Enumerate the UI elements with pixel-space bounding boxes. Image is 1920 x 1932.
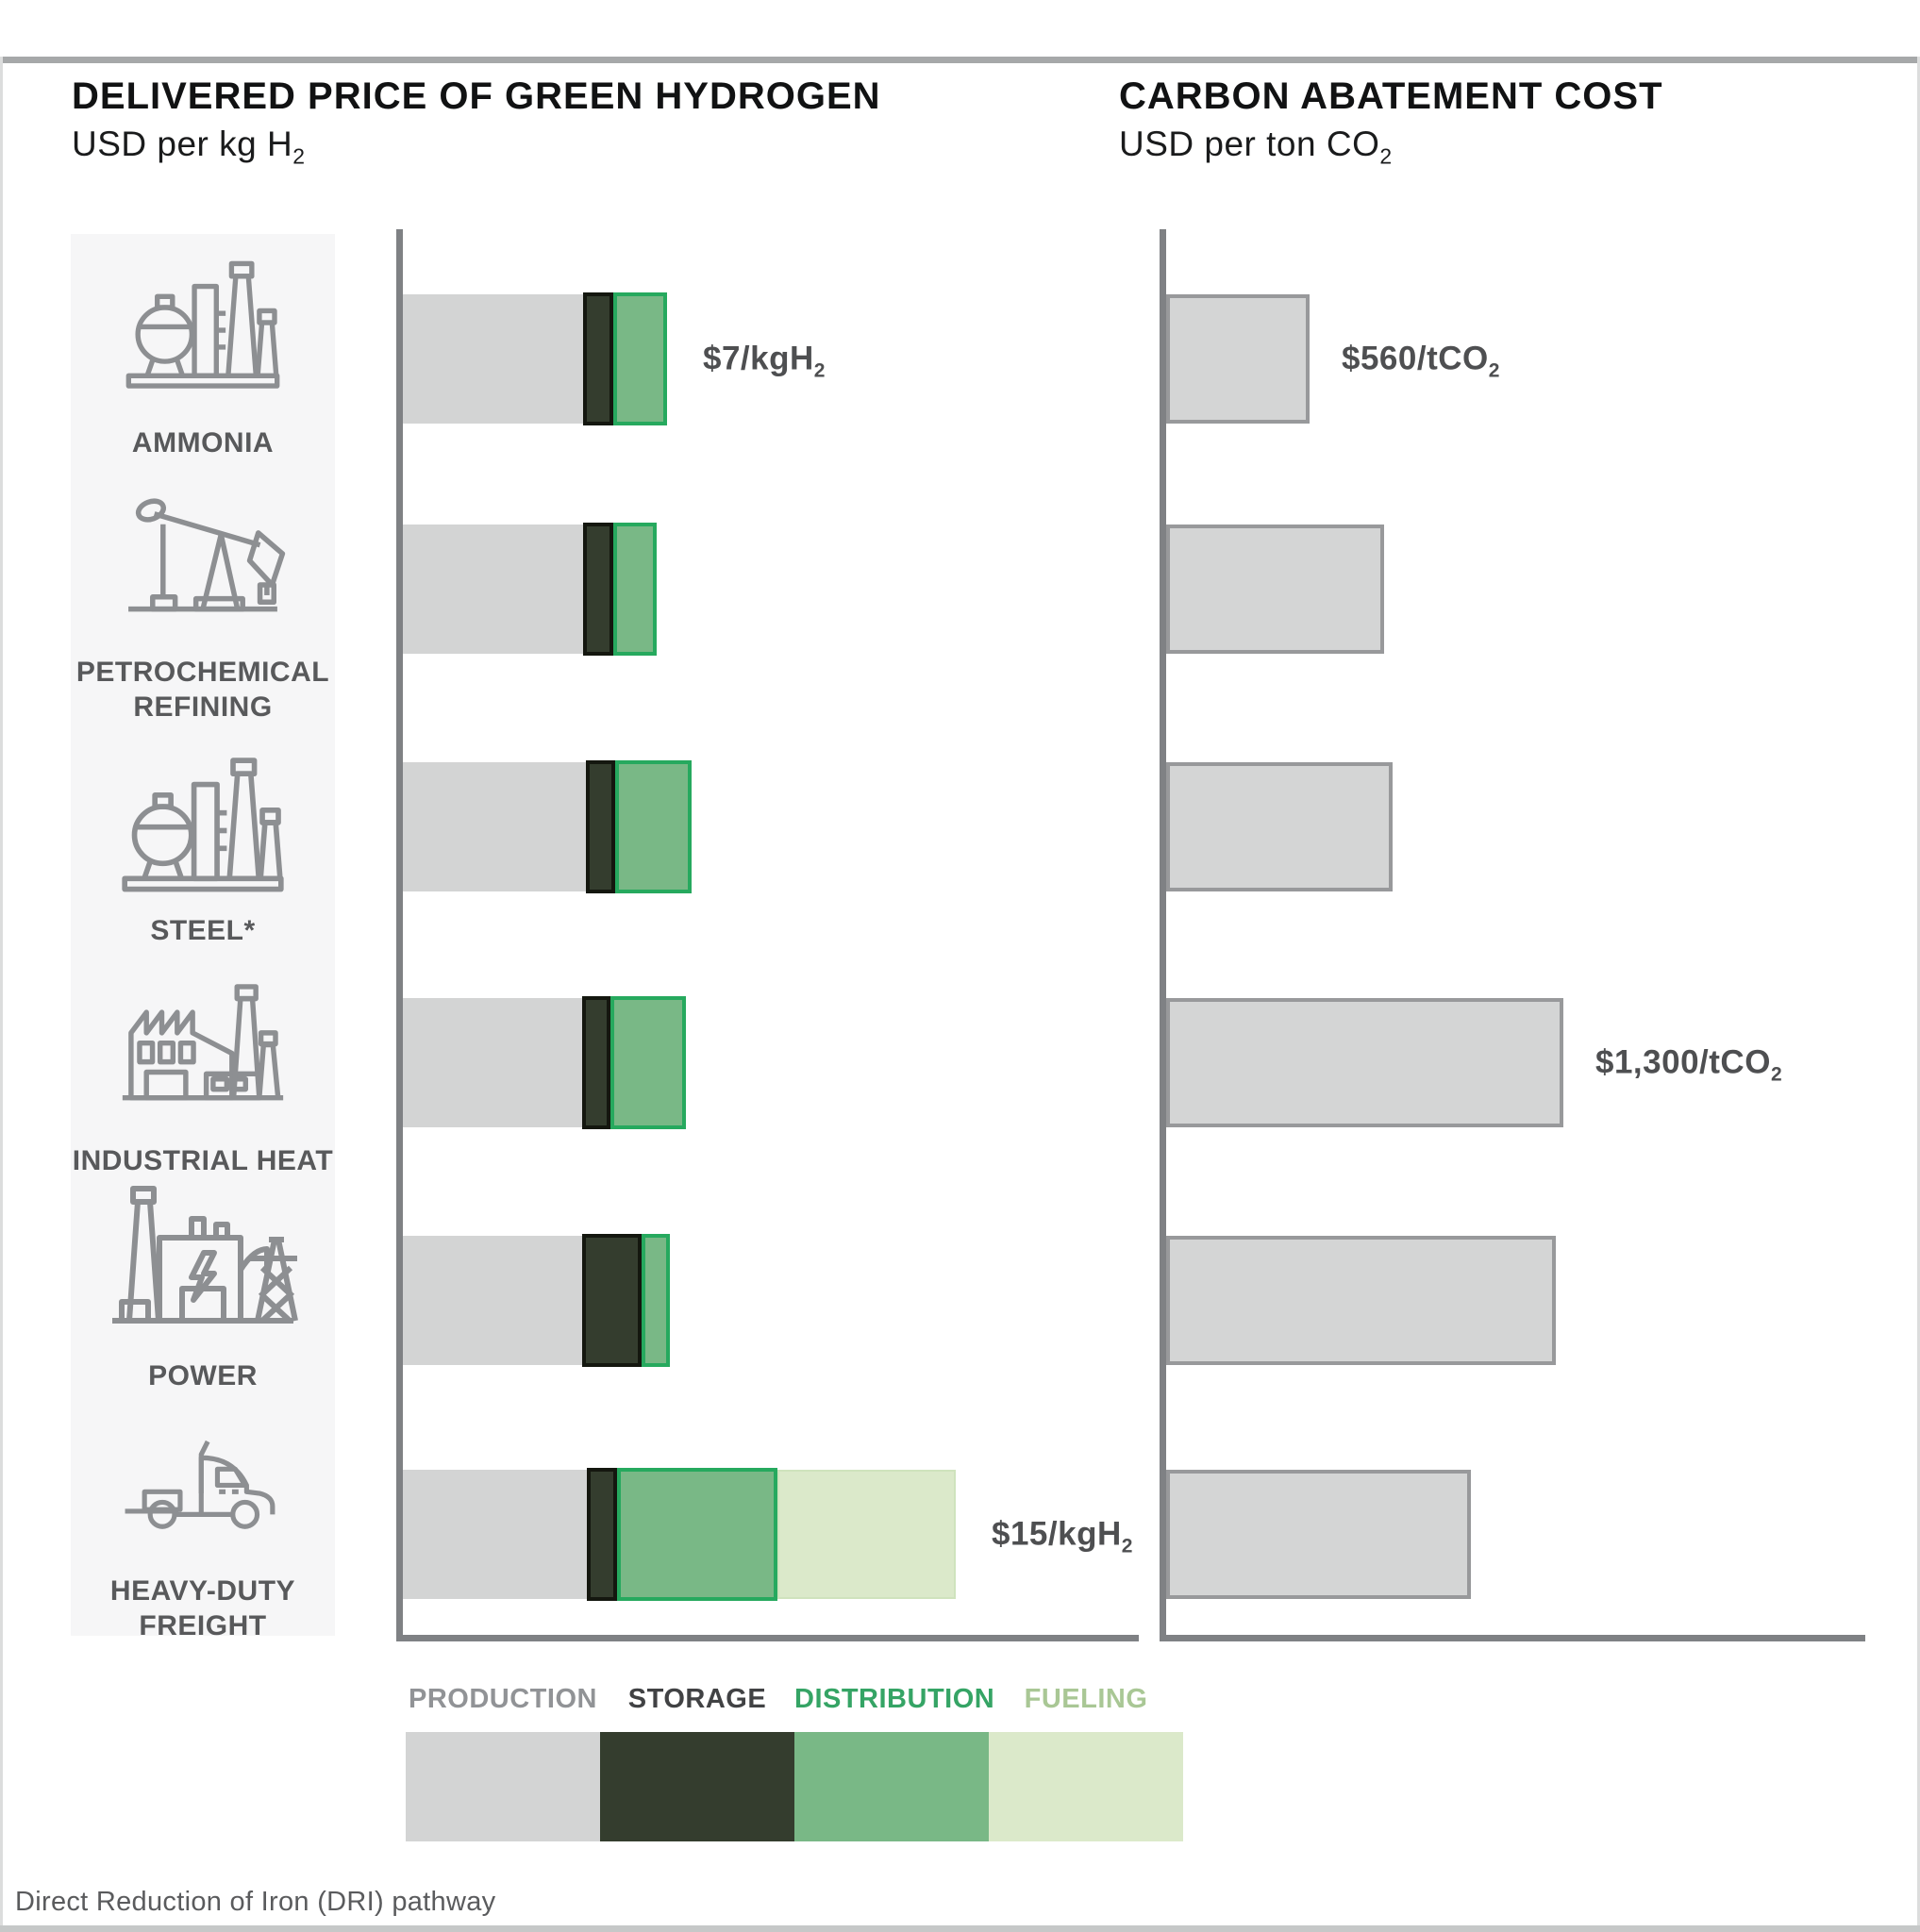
category-label-line: PETROCHEMICAL (75, 657, 330, 688)
category-label: HEAVY-DUTY FREIGHT (71, 1574, 335, 1643)
factory-icon (99, 968, 307, 1113)
distribution-bar-segment (615, 760, 692, 893)
legend-swatch-production (406, 1732, 600, 1841)
legend-swatch-storage (600, 1732, 794, 1841)
price-annotation-subscript: 2 (1121, 1535, 1133, 1557)
right-chart-subtitle-subscript: 2 (1379, 143, 1393, 169)
category-label-line: POWER (148, 1360, 258, 1391)
category-label: INDUSTRIAL HEAT (71, 1143, 335, 1178)
abatement-annotation-subscript: 2 (1770, 1063, 1783, 1085)
category-label: POWER (71, 1358, 335, 1393)
category-label-line: AMMONIA (131, 427, 275, 458)
abatement-annotation: $1,300/tCO2 (1595, 1043, 1782, 1086)
legend-swatch-distribution (794, 1732, 989, 1841)
price-annotation-subscript: 2 (813, 359, 826, 381)
bottom-divider (0, 1925, 1920, 1932)
steel-plant-icon (99, 747, 307, 898)
storage-bar-segment (586, 760, 615, 893)
left-chart-subtitle-subscript: 2 (292, 143, 306, 169)
price-annotation: $7/kgH2 (703, 340, 826, 382)
footnote: Direct Reduction of Iron (DRI) pathway (15, 1887, 496, 1917)
left-chart-subtitle: USD per kg H2 (72, 125, 306, 169)
storage-bar-segment (583, 292, 613, 425)
production-bar-segment (403, 1470, 587, 1599)
legend-label-distribution: DISTRIBUTION (794, 1684, 995, 1714)
production-bar-segment (403, 294, 583, 424)
abatement-annotation-subscript: 2 (1488, 359, 1500, 381)
category-label-line: REFINING (133, 691, 273, 723)
right-chart-y-axis (1160, 229, 1166, 1641)
production-bar-segment (403, 762, 586, 891)
distribution-bar-segment (613, 523, 657, 656)
abatement-annotation-text: $1,300/tCO (1595, 1043, 1771, 1080)
distribution-bar-segment (610, 996, 686, 1129)
category-label-line: HEAVY-DUTY (109, 1575, 296, 1607)
left-chart-subtitle-text: USD per kg H (72, 125, 293, 163)
abatement-cost-bar (1166, 1470, 1471, 1599)
right-chart-x-axis (1160, 1635, 1865, 1641)
right-chart-subtitle-text: USD per ton CO (1119, 125, 1380, 163)
price-annotation-text: $15/kgH (992, 1515, 1122, 1552)
category-sidebar (71, 234, 335, 1636)
legend-label-storage: STORAGE (627, 1684, 767, 1714)
right-border (1917, 57, 1920, 1932)
power-plant-icon (99, 1177, 307, 1338)
distribution-bar-segment (613, 292, 667, 425)
category-label-line: FREIGHT (139, 1610, 267, 1641)
category-label: STEEL* (71, 913, 335, 948)
category-label: PETROCHEMICAL REFINING (71, 655, 335, 724)
legend-swatch-fueling (989, 1732, 1183, 1841)
price-annotation-text: $7/kgH (703, 340, 814, 376)
storage-bar-segment (582, 996, 610, 1129)
abatement-cost-bar (1166, 294, 1310, 424)
left-chart-x-axis (396, 1635, 1139, 1641)
pumpjack-icon (99, 479, 307, 626)
left-chart-y-axis (396, 229, 403, 1641)
truck-icon (99, 1407, 307, 1545)
abatement-cost-bar (1166, 762, 1393, 891)
abatement-cost-bar (1166, 1236, 1556, 1365)
category-label-line: INDUSTRIAL HEAT (72, 1145, 334, 1176)
abatement-annotation: $560/tCO2 (1342, 340, 1500, 382)
storage-bar-segment (582, 1234, 642, 1367)
distribution-bar-segment (642, 1234, 670, 1367)
category-label: AMMONIA (71, 425, 335, 460)
storage-bar-segment (583, 523, 613, 656)
production-bar-segment (403, 1236, 582, 1365)
storage-bar-segment (587, 1468, 617, 1601)
right-chart-title: CARBON ABATEMENT COST (1119, 75, 1663, 117)
chemical-plant-icon (99, 251, 307, 394)
left-chart-title: DELIVERED PRICE OF GREEN HYDROGEN (72, 75, 881, 117)
right-chart-subtitle: USD per ton CO2 (1119, 125, 1393, 169)
fueling-bar-segment (777, 1470, 956, 1599)
production-bar-segment (403, 998, 582, 1127)
abatement-annotation-text: $560/tCO (1342, 340, 1489, 376)
abatement-cost-bar (1166, 998, 1563, 1127)
top-divider (0, 57, 1920, 63)
category-label-line: STEEL* (150, 915, 256, 946)
abatement-cost-bar (1166, 525, 1384, 654)
price-annotation: $15/kgH2 (992, 1515, 1133, 1557)
production-bar-segment (403, 525, 583, 654)
legend-label-production: PRODUCTION (409, 1684, 597, 1714)
distribution-bar-segment (617, 1468, 777, 1601)
legend-label-fueling: FUELING (1024, 1684, 1148, 1714)
left-border (0, 57, 3, 1932)
